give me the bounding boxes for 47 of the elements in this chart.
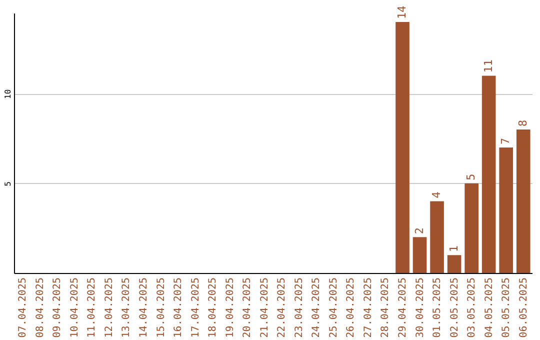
x-tick-label: 27.04.2025 <box>362 278 374 338</box>
data-label: 1 <box>447 245 460 252</box>
x-tick-label: 10.04.2025 <box>69 278 80 338</box>
bar <box>430 201 444 273</box>
x-tick-label: 28.04.2025 <box>380 278 392 338</box>
x-tick-label: 29.04.2025 <box>398 278 408 338</box>
x-tick-label: 07.04.2025 <box>18 278 29 338</box>
x-tick-label: 01.05.2025 <box>432 278 444 338</box>
x-tick-label: 08.04.2025 <box>34 278 46 338</box>
x-tick-label: 14.04.2025 <box>138 278 150 338</box>
x-tick-label: 26.04.2025 <box>346 278 357 338</box>
data-label: 5 <box>464 174 478 180</box>
x-tick-label: 12.04.2025 <box>104 278 115 338</box>
x-tick-label: 05.05.2025 <box>501 278 512 338</box>
data-label: 14 <box>396 5 408 19</box>
x-tick-label: 06.05.2025 <box>518 278 530 338</box>
bar <box>396 22 410 273</box>
x-tick-label: 02.05.2025 <box>449 278 460 338</box>
bar <box>412 237 427 273</box>
x-tick-label: 20.04.2025 <box>242 278 254 338</box>
x-tick-label: 25.04.2025 <box>328 278 340 338</box>
data-label: 2 <box>412 228 426 234</box>
x-tick-label: 19.04.2025 <box>224 278 236 338</box>
data-label: 11 <box>482 60 495 73</box>
x-tick-label: 17.04.2025 <box>190 278 202 338</box>
x-tick-label: 03.05.2025 <box>466 278 478 338</box>
x-tick-label: 30.04.2025 <box>414 278 426 338</box>
x-tick-label: 13.04.2025 <box>121 278 132 338</box>
x-tick-label: 16.04.2025 <box>173 278 184 338</box>
x-tick-label: 11.04.2025 <box>86 278 98 338</box>
bar <box>482 76 496 273</box>
data-label: 8 <box>516 120 530 127</box>
bar <box>516 130 530 273</box>
y-tick-label: 10 <box>4 89 12 100</box>
x-tick-label: 24.04.2025 <box>311 278 322 338</box>
x-tick-label: 22.04.2025 <box>276 278 288 338</box>
x-tick-label: 04.05.2025 <box>484 278 495 338</box>
bar <box>464 183 478 273</box>
data-label: 7 <box>499 138 512 144</box>
x-tick-label: 18.04.2025 <box>208 278 219 338</box>
x-tick-label: 21.04.2025 <box>259 278 270 338</box>
x-tick-label: 23.04.2025 <box>294 278 305 338</box>
x-tick-label: 09.04.2025 <box>52 278 64 338</box>
x-tick-label: 15.04.2025 <box>156 278 167 338</box>
bar <box>499 147 514 273</box>
data-label: 4 <box>430 191 444 198</box>
bar <box>447 255 462 273</box>
